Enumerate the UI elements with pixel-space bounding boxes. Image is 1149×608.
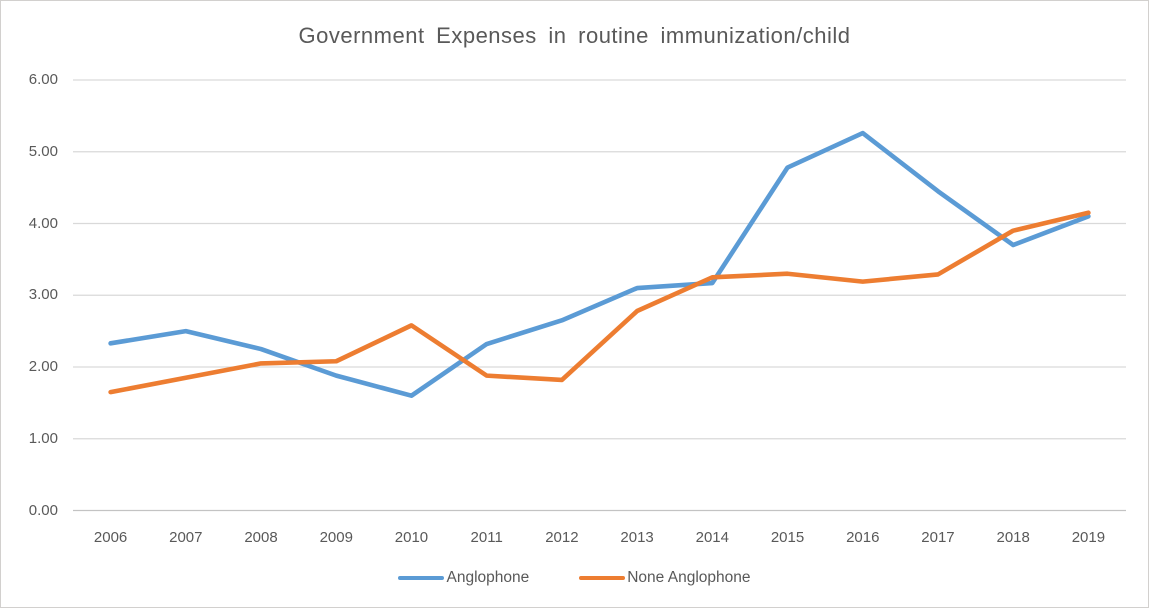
x-axis-tick-label: 2010 (394, 529, 429, 546)
x-axis-tick-label: 2009 (319, 529, 353, 546)
y-axis-tick-label: 3.00 (28, 286, 58, 304)
legend: Anglophone None Anglophone (1, 563, 1148, 593)
chart-title: Government Expenses in routine immunizat… (298, 23, 851, 48)
legend-item-anglophone: Anglophone (398, 569, 529, 587)
x-axis-tick-label: 2015 (770, 529, 805, 546)
series-line-none-anglophone (108, 210, 1091, 395)
x-axis-tick-label: 2006 (93, 529, 128, 546)
y-axis-tick-label: 4.00 (28, 214, 58, 232)
x-axis-tick-label: 2008 (244, 529, 278, 546)
legend-label: Anglophone (446, 569, 530, 586)
x-axis-tick-label: 2014 (695, 529, 729, 546)
series-line-anglophone (108, 130, 1091, 399)
legend-label: None Anglophone (627, 569, 751, 586)
x-axis-tick-label: 2012 (545, 529, 579, 546)
x-axis-tick-label: 2013 (620, 529, 654, 546)
x-axis-tick-label: 2018 (996, 529, 1030, 546)
y-axis-tick-label: 5.00 (28, 142, 58, 160)
x-axis-tick-label: 2017 (921, 529, 955, 546)
y-axis-tick-label: 1.00 (28, 429, 58, 447)
x-axis-tick-label: 2007 (169, 529, 203, 546)
legend-line-swatch (579, 575, 626, 581)
y-axis-tick-label: 0.00 (28, 501, 58, 519)
y-axis-tick-label: 2.00 (28, 358, 58, 375)
y-axis-tick-label: 6.00 (28, 71, 58, 88)
x-axis-tick-label: 2011 (470, 529, 503, 546)
x-axis-tick-label: 2016 (846, 529, 880, 546)
x-axis-tick-label: 2019 (1071, 529, 1106, 546)
legend-item-none-anglophone: None Anglophone (579, 569, 751, 587)
legend-line-swatch (398, 575, 445, 581)
